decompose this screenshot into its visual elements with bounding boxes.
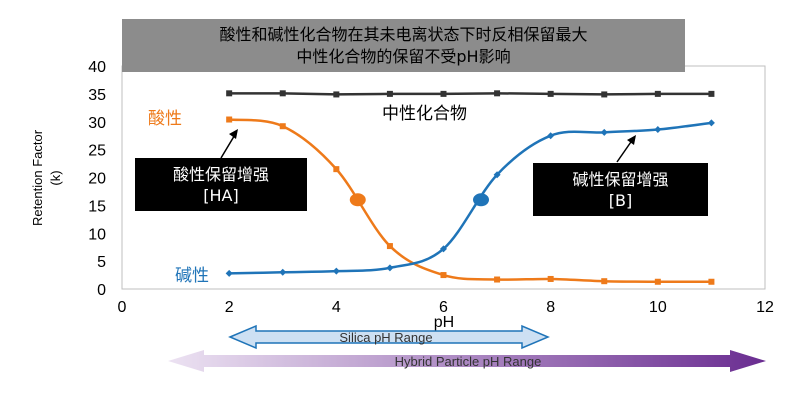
- x-tick-label: 4: [332, 299, 341, 316]
- legend-base: 碱性: [175, 266, 209, 286]
- data-point-base: [386, 264, 394, 272]
- data-point-acid: [386, 243, 393, 250]
- y-axis-label-line2: (k): [48, 170, 63, 185]
- chart-title: 酸性和碱性化合物在其未电离状态下时反相保留最大 中性化合物的保留不受pH影响: [122, 19, 685, 72]
- y-tick-label: 25: [88, 143, 106, 160]
- data-point-acid: [708, 278, 715, 285]
- hybrid-range-label: Hybrid Particle pH Range: [395, 354, 542, 369]
- x-tick-label: 8: [546, 299, 555, 316]
- x-tick-label: 12: [756, 299, 774, 316]
- base-callout: 碱性保留增强 [B]: [533, 163, 708, 216]
- data-point-acid: [226, 116, 233, 123]
- data-point-base: [225, 269, 233, 277]
- data-point-base: [600, 128, 608, 136]
- data-point-neutral: [708, 90, 715, 97]
- acid-callout: 酸性保留增强 [HA]: [135, 158, 307, 211]
- chart-title-line2: 中性化合物的保留不受pH影响: [296, 46, 511, 66]
- pka-point-base: [473, 193, 490, 207]
- y-tick-label: 5: [97, 254, 106, 271]
- data-point-neutral: [386, 90, 393, 97]
- data-point-neutral: [601, 91, 608, 98]
- series-markers: [225, 90, 715, 285]
- series-line-acid: [229, 118, 712, 284]
- data-point-base: [707, 119, 715, 127]
- data-point-acid: [440, 272, 447, 279]
- hybrid-range-arrow[interactable]: [168, 350, 766, 372]
- data-point-neutral: [494, 90, 501, 97]
- data-point-neutral: [440, 90, 447, 97]
- data-point-acid: [601, 278, 608, 285]
- base-callout-arrow: [616, 138, 634, 163]
- data-point-acid: [547, 275, 554, 282]
- y-tick-label: 20: [88, 171, 106, 188]
- y-axis-label-line1: Retention Factor: [30, 129, 45, 226]
- base-callout-arrowhead: [627, 135, 636, 145]
- x-tick-label: 0: [118, 299, 127, 316]
- data-point-base: [547, 132, 555, 140]
- legend-acid: 酸性: [148, 109, 182, 129]
- data-point-neutral: [333, 91, 340, 98]
- acid-callout-arrowhead: [229, 129, 238, 139]
- acid-callout-line2: [HA]: [203, 185, 239, 205]
- x-axis-label: pH: [434, 314, 454, 331]
- data-point-base: [279, 268, 287, 276]
- x-tick-label: 2: [225, 299, 234, 316]
- data-point-base: [440, 245, 447, 253]
- chart-title-line1: 酸性和碱性化合物在其未电离状态下时反相保留最大: [219, 24, 588, 44]
- data-point-acid: [279, 123, 286, 130]
- data-point-base: [654, 126, 662, 134]
- data-point-base: [332, 267, 340, 275]
- x-tick-label: 6: [439, 299, 448, 316]
- data-point-acid: [333, 166, 340, 173]
- y-tick-label: 35: [88, 87, 106, 104]
- data-point-neutral: [654, 90, 661, 97]
- y-tick-label: 10: [88, 226, 106, 243]
- data-point-acid: [494, 276, 501, 283]
- data-point-neutral: [547, 90, 554, 97]
- silica-range-arrow[interactable]: [228, 324, 550, 350]
- y-axis: 0 5 10 15 20 25 30 35 40: [88, 59, 106, 299]
- series-line-neutral: [229, 92, 712, 96]
- base-callout-line1: 碱性保留增强: [572, 169, 669, 189]
- pka-point-acid: [349, 193, 366, 207]
- x-axis: 0 2 4 6 8 10 12: [118, 299, 774, 316]
- data-point-neutral: [279, 90, 286, 97]
- silica-range-label: Silica pH Range: [339, 330, 432, 345]
- x-tick-label: 10: [649, 299, 667, 316]
- series-lines: [229, 92, 712, 284]
- y-tick-label: 30: [88, 115, 106, 132]
- data-point-acid: [654, 278, 661, 285]
- series-line-base: [229, 121, 712, 275]
- legend-neutral: 中性化合物: [382, 104, 467, 124]
- data-point-base: [493, 171, 501, 179]
- y-tick-label: 0: [97, 282, 106, 299]
- y-tick-label: 15: [88, 198, 106, 215]
- y-tick-label: 40: [88, 59, 106, 76]
- acid-callout-line1: 酸性保留增强: [172, 164, 269, 184]
- base-callout-line2: [B]: [608, 190, 633, 210]
- data-point-neutral: [226, 90, 233, 97]
